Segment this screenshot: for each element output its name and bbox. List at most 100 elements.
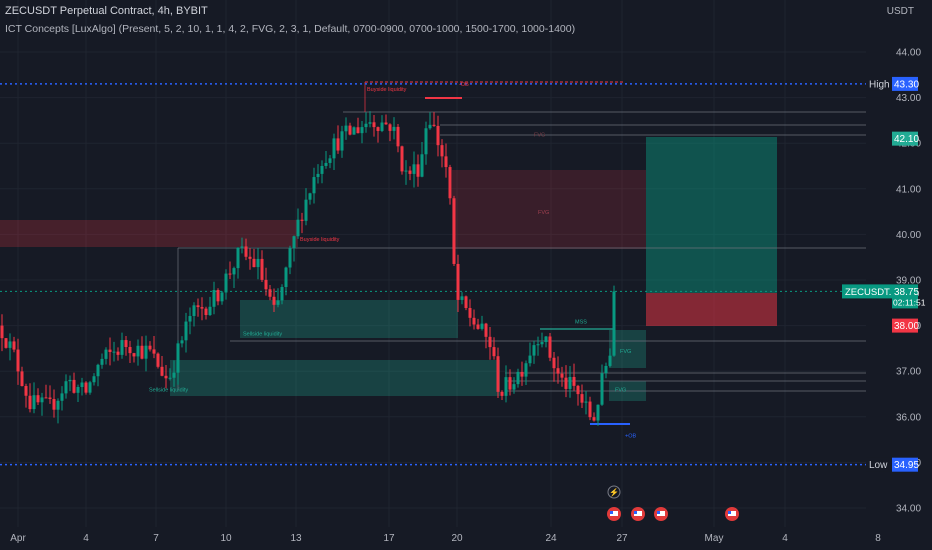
candle: [20, 371, 24, 387]
candle: [356, 127, 360, 134]
candle: [168, 377, 172, 379]
y-tick-label: 36.00: [896, 412, 921, 423]
candle: [416, 164, 420, 177]
candle: [252, 258, 256, 268]
candle: [288, 248, 292, 268]
candle: [396, 126, 400, 147]
candle: [84, 382, 88, 393]
candle: [284, 267, 288, 288]
candle: [144, 345, 148, 359]
candle: [460, 296, 464, 300]
candle: [412, 164, 416, 174]
bullish-zone-upper: [240, 300, 458, 338]
candle: [24, 386, 28, 396]
candle: [592, 417, 596, 421]
candle: [568, 376, 572, 389]
fvg-bearish-zone: [452, 170, 646, 249]
candle: [156, 353, 160, 367]
sellside-liquidity-label: Sellside liquidity: [149, 388, 188, 394]
candle: [112, 351, 116, 353]
candle: [580, 394, 584, 403]
candle: [360, 127, 364, 134]
candle: [344, 125, 348, 132]
candle: [520, 371, 524, 377]
candle: [512, 384, 516, 390]
candle: [40, 397, 44, 403]
candle: [444, 156, 448, 168]
candle: [60, 393, 64, 401]
candle: [12, 341, 16, 350]
candle: [260, 258, 264, 280]
bullish-order-block-label: +OB: [625, 433, 636, 439]
symbol-label: ZECUSDT.P: [845, 287, 898, 298]
candle: [452, 198, 456, 264]
fvg-label: FVG: [538, 210, 549, 216]
candle: [508, 377, 512, 390]
candle: [528, 355, 532, 364]
candle: [272, 296, 276, 305]
candle: [172, 372, 176, 378]
candle: [212, 290, 216, 307]
chart-title[interactable]: ZECUSDT Perpetual Contract, 4h, BYBIT: [5, 5, 208, 17]
x-tick-label: 7: [153, 533, 159, 544]
candle: [160, 366, 164, 376]
high-caption: [866, 76, 892, 91]
candle: [276, 300, 280, 305]
candle: [188, 316, 192, 322]
lightning-icon: [607, 485, 621, 499]
y-tick-label: 37.00: [896, 367, 921, 378]
candle: [136, 345, 140, 357]
us-flag-icon: [610, 511, 613, 514]
candle: [596, 404, 600, 421]
candle: [220, 292, 224, 302]
x-tick-label: 27: [616, 533, 628, 544]
candle: [104, 349, 108, 359]
candle: [76, 386, 80, 393]
candle: [420, 154, 424, 177]
candle: [192, 305, 196, 317]
candle: [388, 124, 392, 131]
candle: [236, 247, 240, 269]
candle: [312, 177, 316, 194]
candle: [108, 349, 112, 353]
candle: [196, 305, 200, 308]
y-tick-label: 41.00: [896, 184, 921, 195]
target-zone: [646, 137, 777, 293]
candle: [492, 347, 496, 357]
candle: [564, 377, 568, 389]
candle: [540, 342, 544, 345]
candle: [448, 167, 452, 199]
candle: [268, 289, 272, 297]
us-flag-icon: [657, 511, 665, 516]
candle: [604, 365, 608, 374]
candle: [148, 345, 152, 350]
candle: [544, 336, 548, 343]
candle: [0, 325, 4, 339]
low-caption: [866, 457, 892, 472]
candle: [140, 345, 144, 359]
x-tick-label: 10: [220, 533, 232, 544]
candle: [384, 122, 388, 125]
low-value: 34.95: [894, 460, 919, 471]
lightning-icon: ⚡: [609, 487, 619, 497]
candle: [224, 273, 228, 293]
candle: [480, 323, 484, 329]
candle: [376, 127, 380, 131]
candle: [336, 138, 340, 151]
candle: [400, 146, 404, 172]
candle: [292, 236, 296, 249]
symbol-tag: [842, 284, 892, 299]
candle: [552, 357, 556, 369]
candle: [380, 122, 384, 131]
candle: [264, 279, 268, 290]
x-tick-label: Apr: [10, 533, 26, 544]
candle: [128, 346, 132, 354]
candle: [164, 375, 168, 379]
candle: [52, 398, 56, 410]
x-tick-label: 20: [451, 533, 463, 544]
indicator-legend[interactable]: ICT Concepts [LuxAlgo] (Present, 5, 2, 1…: [5, 23, 576, 35]
candle: [456, 263, 460, 300]
candle: [4, 338, 8, 348]
